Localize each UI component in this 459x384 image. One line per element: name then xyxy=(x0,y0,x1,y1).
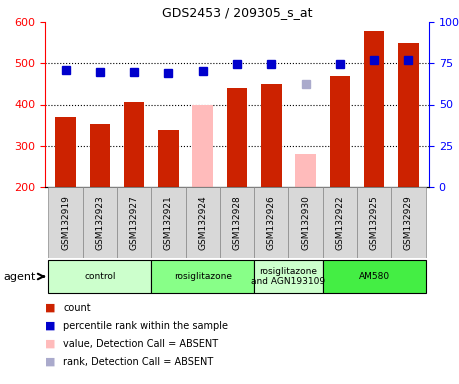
Bar xyxy=(117,187,151,258)
Text: GSM132922: GSM132922 xyxy=(336,195,344,250)
Bar xyxy=(220,187,254,258)
Text: GSM132929: GSM132929 xyxy=(404,195,413,250)
Text: ■: ■ xyxy=(45,303,56,313)
Text: rosiglitazone
and AGN193109: rosiglitazone and AGN193109 xyxy=(252,267,325,286)
Text: rank, Detection Call = ABSENT: rank, Detection Call = ABSENT xyxy=(63,357,213,367)
Bar xyxy=(295,154,316,187)
Text: GSM132924: GSM132924 xyxy=(198,195,207,250)
Text: value, Detection Call = ABSENT: value, Detection Call = ABSENT xyxy=(63,339,218,349)
Bar xyxy=(261,84,281,187)
Bar xyxy=(158,130,179,187)
Bar xyxy=(185,187,220,258)
Bar xyxy=(151,187,185,258)
Text: GSM132927: GSM132927 xyxy=(129,195,139,250)
Text: AM580: AM580 xyxy=(358,272,390,281)
Bar xyxy=(55,117,76,187)
Bar xyxy=(254,187,288,258)
Text: percentile rank within the sample: percentile rank within the sample xyxy=(63,321,229,331)
Text: rosiglitazone: rosiglitazone xyxy=(174,272,232,281)
Bar xyxy=(323,187,357,258)
Bar xyxy=(90,124,110,187)
Bar xyxy=(357,187,391,258)
Title: GDS2453 / 209305_s_at: GDS2453 / 209305_s_at xyxy=(162,7,312,20)
Text: GSM132930: GSM132930 xyxy=(301,195,310,250)
Text: GSM132923: GSM132923 xyxy=(95,195,104,250)
Text: GSM132925: GSM132925 xyxy=(369,195,379,250)
Text: agent: agent xyxy=(4,271,36,281)
Bar xyxy=(364,31,385,187)
Bar xyxy=(288,187,323,258)
Bar xyxy=(254,260,323,293)
Bar xyxy=(192,104,213,187)
Bar xyxy=(227,88,247,187)
Text: control: control xyxy=(84,272,116,281)
Text: ■: ■ xyxy=(45,321,56,331)
Bar xyxy=(330,76,350,187)
Bar xyxy=(391,187,425,258)
Text: GSM132926: GSM132926 xyxy=(267,195,276,250)
Bar xyxy=(323,260,425,293)
Bar xyxy=(124,102,145,187)
Bar xyxy=(49,260,151,293)
Text: count: count xyxy=(63,303,91,313)
Text: GSM132919: GSM132919 xyxy=(61,195,70,250)
Bar xyxy=(398,43,419,187)
Text: GSM132921: GSM132921 xyxy=(164,195,173,250)
Text: GSM132928: GSM132928 xyxy=(233,195,241,250)
Bar xyxy=(151,260,254,293)
Text: ■: ■ xyxy=(45,339,56,349)
Bar xyxy=(49,187,83,258)
Text: ■: ■ xyxy=(45,357,56,367)
Bar xyxy=(83,187,117,258)
